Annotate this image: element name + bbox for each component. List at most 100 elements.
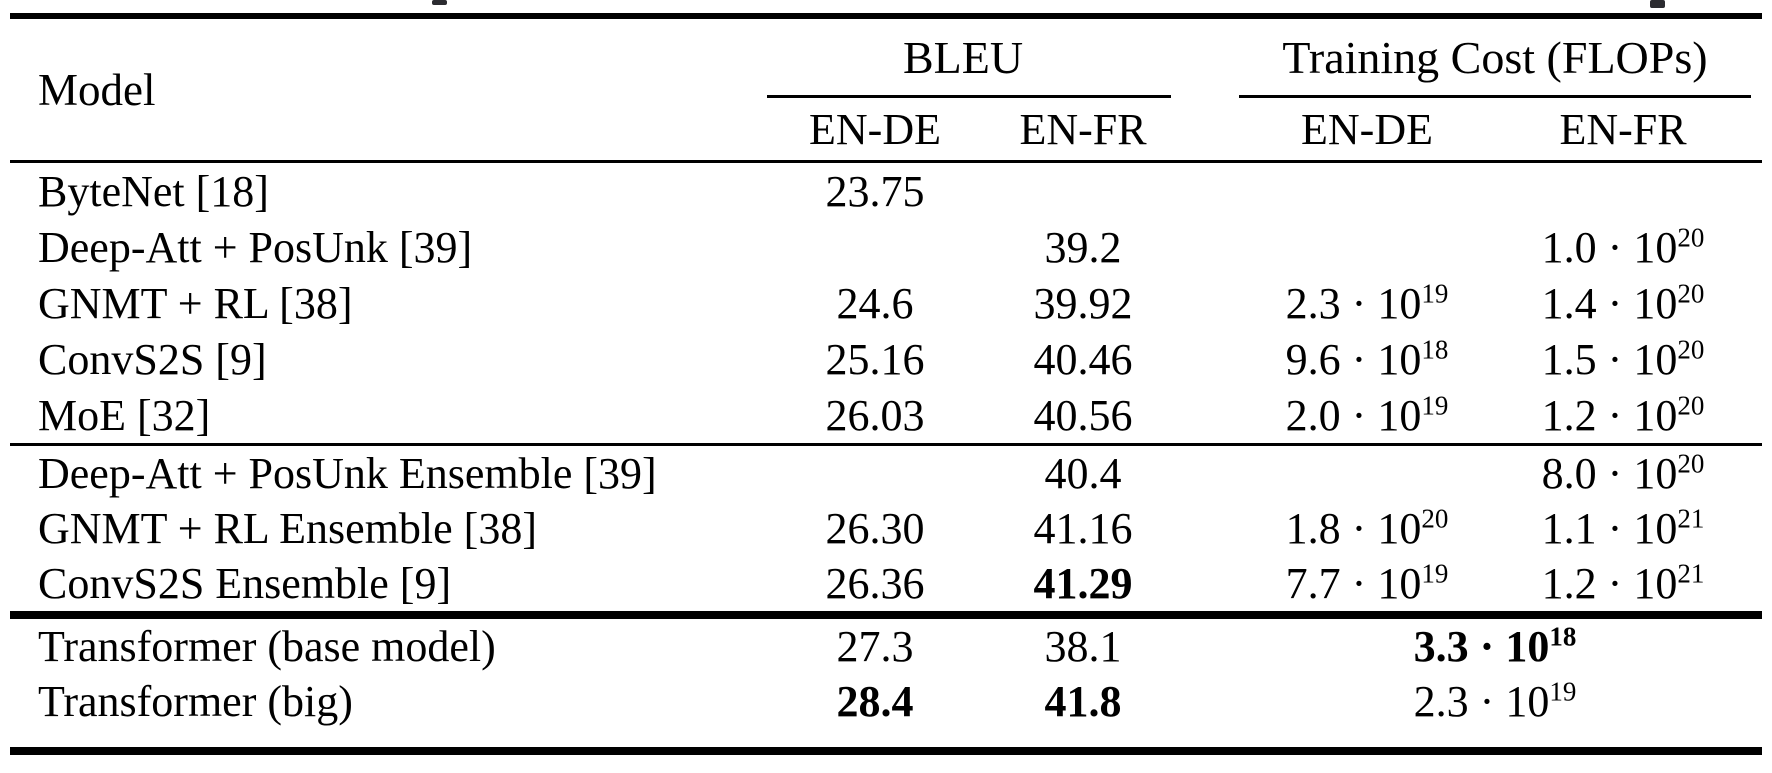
- model-cell: Transformer (big): [38, 677, 353, 726]
- top-rule: [10, 13, 1762, 19]
- exponent: 20: [1677, 221, 1705, 252]
- cost-en-de-cell: 2.0 · 1019: [1239, 390, 1495, 441]
- mantissa: 3.3 · 10: [1413, 622, 1550, 671]
- cost-en-fr-cell: 1.2 · 1021: [1495, 558, 1751, 609]
- mantissa: 1.8 · 10: [1285, 504, 1422, 553]
- training-cost-group-header: Training Cost (FLOPs): [1282, 31, 1708, 83]
- exponent: 21: [1677, 558, 1705, 589]
- exponent: 20: [1421, 503, 1449, 534]
- cost-en-fr-cell: 1.0 · 1020: [1495, 222, 1751, 273]
- model-cell: GNMT + RL [38]: [38, 278, 353, 328]
- header-rule: [10, 160, 1762, 163]
- cost-combined-cell: 2.3 · 1019: [1239, 676, 1751, 727]
- table-row: ConvS2S Ensemble [9] 26.36 41.29 7.7 · 1019…: [10, 556, 1762, 611]
- ensemble-models-section: Deep-Att + PosUnk Ensemble [39] 40.4 8.0 ·…: [10, 446, 1762, 611]
- cost-combined-cell: 3.3 · 1018: [1239, 621, 1751, 672]
- cost-en-de-cell: 7.7 · 1019: [1239, 558, 1495, 609]
- model-cell: ConvS2S Ensemble [9]: [38, 559, 452, 608]
- bleu-en-fr-cell: 41.8: [1044, 677, 1122, 726]
- cost-en-de-header: EN-DE: [1301, 104, 1433, 154]
- bleu-en-de-cell: 26.30: [825, 504, 925, 553]
- mantissa: 1.4 · 10: [1541, 278, 1678, 328]
- cost-en-fr-cell: 1.1 · 1021: [1495, 503, 1751, 554]
- bleu-en-fr-cell: 40.56: [1033, 390, 1133, 440]
- caption-glyph-fragment-left: [432, 0, 447, 5]
- table-row: Transformer (big) 28.4 41.8 2.3 · 1019: [10, 674, 1762, 729]
- mantissa: 2.3 · 10: [1413, 677, 1550, 726]
- mantissa: 7.7 · 10: [1285, 559, 1422, 608]
- bleu-en-fr-cell: 41.16: [1033, 504, 1133, 553]
- mantissa: 9.6 · 10: [1285, 334, 1422, 384]
- model-cell: Deep-Att + PosUnk Ensemble [39]: [38, 449, 657, 498]
- mantissa: 1.1 · 10: [1541, 504, 1678, 553]
- section-divider-rule: [10, 443, 1762, 446]
- bleu-en-de-cell: 24.6: [836, 278, 914, 328]
- mantissa: 2.0 · 10: [1285, 390, 1422, 440]
- bleu-en-fr-cell: 40.46: [1033, 334, 1133, 384]
- table-row: Transformer (base model) 27.3 38.1 3.3 · 10…: [10, 619, 1762, 674]
- transformer-divider-rule: [10, 611, 1762, 619]
- cost-en-de-cell: 9.6 · 1018: [1239, 334, 1495, 385]
- bleu-group-underline: [767, 95, 1171, 98]
- exponent: 20: [1677, 448, 1705, 479]
- exponent: 19: [1549, 676, 1577, 707]
- bleu-en-de-cell: 27.3: [836, 622, 914, 671]
- cost-en-fr-header: EN-FR: [1559, 104, 1687, 154]
- caption-glyph-fragment-right: [1650, 0, 1665, 8]
- table-row: ByteNet [18] 23.75: [10, 163, 1762, 219]
- table-row: Deep-Att + PosUnk Ensemble [39] 40.4 8.0 ·…: [10, 446, 1762, 501]
- mantissa: 1.0 · 10: [1541, 222, 1678, 272]
- exponent: 19: [1421, 277, 1449, 308]
- training-cost-group-underline: [1239, 95, 1751, 98]
- mantissa: 1.2 · 10: [1541, 559, 1678, 608]
- bleu-en-de-cell: 26.36: [825, 559, 925, 608]
- exponent: 18: [1421, 333, 1449, 364]
- transformer-models-section: Transformer (base model) 27.3 38.1 3.3 · 10…: [10, 619, 1762, 747]
- exponent: 20: [1677, 389, 1705, 420]
- cost-en-fr-cell: 1.4 · 1020: [1495, 278, 1751, 329]
- model-cell: Transformer (base model): [38, 622, 496, 671]
- mantissa: 1.5 · 10: [1541, 334, 1678, 384]
- exponent: 19: [1421, 389, 1449, 420]
- model-cell: Deep-Att + PosUnk [39]: [38, 222, 473, 272]
- model-cell: ByteNet [18]: [38, 166, 269, 216]
- table-row: MoE [32] 26.03 40.56 2.0 · 1019 1.2 · 1020: [10, 387, 1762, 443]
- mantissa: 8.0 · 10: [1541, 449, 1678, 498]
- bleu-group-header: BLEU: [902, 31, 1024, 83]
- bleu-en-fr-cell: 39.92: [1033, 278, 1133, 328]
- table-header: Model BLEU Training Cost (FLOPs) EN-DE E…: [10, 19, 1762, 160]
- table-row: Deep-Att + PosUnk [39] 39.2 1.0 · 1020: [10, 219, 1762, 275]
- model-cell: ConvS2S [9]: [38, 334, 267, 384]
- bleu-en-de-cell: 25.16: [825, 334, 925, 384]
- bottom-rule: [10, 747, 1762, 755]
- cost-en-fr-cell: 1.2 · 1020: [1495, 390, 1751, 441]
- model-cell: GNMT + RL Ensemble [38]: [38, 504, 537, 553]
- table-row: GNMT + RL [38] 24.6 39.92 2.3 · 1019 1.4 · 1…: [10, 275, 1762, 331]
- bleu-en-fr-cell: 41.29: [1033, 559, 1133, 608]
- exponent: 20: [1677, 333, 1705, 364]
- bleu-en-fr-cell: 40.4: [1044, 449, 1122, 498]
- model-cell: MoE [32]: [38, 390, 211, 440]
- mantissa: 1.2 · 10: [1541, 390, 1678, 440]
- exponent: 20: [1677, 277, 1705, 308]
- bleu-en-fr-cell: 39.2: [1044, 222, 1122, 272]
- model-column-header: Model: [38, 64, 156, 115]
- bleu-en-de-cell: 26.03: [825, 390, 925, 440]
- bleu-en-de-header: EN-DE: [809, 104, 941, 154]
- table-row: GNMT + RL Ensemble [38] 26.30 41.16 1.8 · 1…: [10, 501, 1762, 556]
- baseline-models-section: ByteNet [18] 23.75 Deep-Att + PosUnk [39] 3…: [10, 163, 1762, 443]
- mantissa: 2.3 · 10: [1285, 278, 1422, 328]
- bleu-en-de-cell: 23.75: [825, 166, 925, 216]
- table-row: ConvS2S [9] 25.16 40.46 9.6 · 1018 1.5 · 102…: [10, 331, 1762, 387]
- cost-en-fr-cell: 1.5 · 1020: [1495, 334, 1751, 385]
- exponent: 18: [1549, 621, 1577, 652]
- cost-en-fr-cell: 8.0 · 1020: [1495, 448, 1751, 499]
- bleu-en-fr-cell: 38.1: [1044, 622, 1122, 671]
- results-table: Model BLEU Training Cost (FLOPs) EN-DE E…: [10, 13, 1762, 755]
- bleu-en-de-cell: 28.4: [836, 677, 914, 726]
- exponent: 19: [1421, 558, 1449, 589]
- cost-en-de-cell: 1.8 · 1020: [1239, 503, 1495, 554]
- bleu-en-fr-header: EN-FR: [1019, 104, 1147, 154]
- cost-en-de-cell: 2.3 · 1019: [1239, 278, 1495, 329]
